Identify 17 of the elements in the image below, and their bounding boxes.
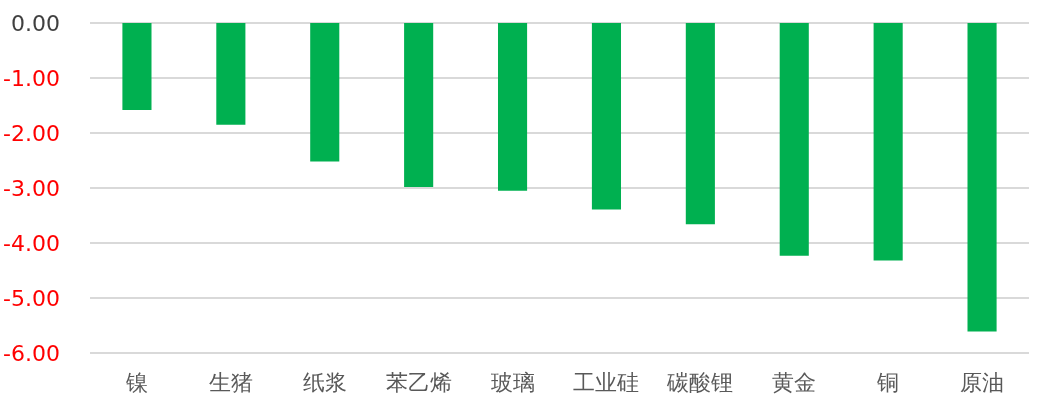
x-tick-label: 原油 [960, 369, 1005, 395]
x-tick-label: 纸浆 [302, 369, 347, 395]
y-tick-label: -6.00 [3, 340, 60, 366]
y-tick-label: -5.00 [3, 285, 60, 311]
x-tick-label: 镍 [124, 369, 148, 395]
y-tick-label: 0.00 [11, 10, 60, 36]
x-tick-label: 苯乙烯 [385, 369, 452, 395]
x-tick-label: 玻璃 [490, 369, 535, 395]
x-tick-label: 碳酸锂 [666, 369, 734, 395]
x-tick-label: 黄金 [772, 369, 817, 395]
y-tick-label: -3.00 [3, 175, 60, 201]
x-tick-label: 铜 [876, 369, 900, 395]
y-tick-label: -2.00 [3, 120, 60, 146]
y-tick-label: -4.00 [3, 230, 60, 256]
y-tick-label: -1.00 [3, 65, 60, 91]
x-tick-label: 工业硅 [573, 369, 640, 395]
x-tick-label: 生猪 [208, 369, 253, 395]
